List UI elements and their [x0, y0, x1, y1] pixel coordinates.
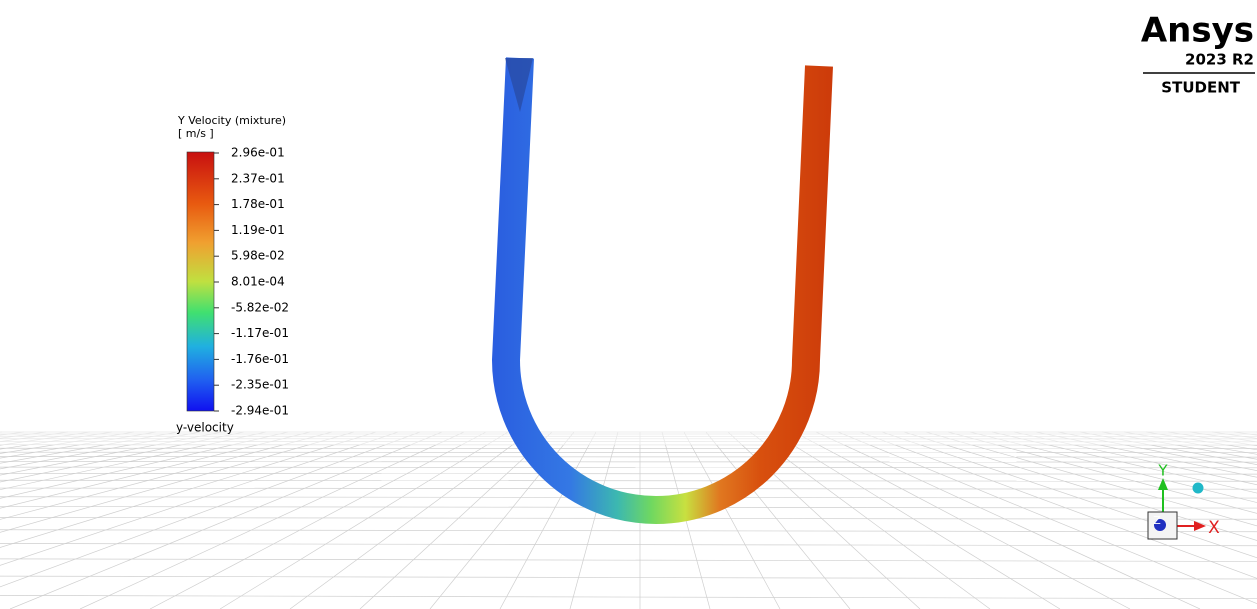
floor-line	[0, 431, 355, 533]
floor-fade	[0, 425, 1257, 445]
x-label: X	[1208, 518, 1220, 538]
legend-label: -2.94e-01	[231, 404, 289, 418]
legend-footer: y-velocity	[176, 421, 234, 435]
floor-line	[903, 431, 1257, 541]
floor-line	[947, 431, 1257, 514]
floor-line	[0, 575, 1257, 580]
floor-line	[771, 431, 1061, 609]
floor-line	[499, 431, 597, 609]
floor-line	[0, 431, 223, 476]
floor-line	[837, 431, 1257, 605]
floor-line	[79, 431, 465, 609]
floor-line	[0, 461, 1257, 463]
floor-line	[0, 431, 179, 464]
floor-line	[991, 431, 1257, 494]
logo-edition: STUDENT	[1161, 79, 1240, 97]
floor-line	[0, 431, 245, 483]
floor-line	[0, 431, 399, 566]
u-tube	[491, 57, 833, 524]
floor-line	[0, 479, 1257, 482]
legend-label: -5.82e-02	[231, 300, 289, 314]
light-marker	[1192, 482, 1204, 494]
legend-label: -1.76e-01	[231, 352, 289, 366]
floor-line	[0, 466, 1257, 469]
floor-line	[9, 431, 443, 609]
floor-grid	[0, 425, 1257, 609]
floor-line	[0, 487, 1257, 490]
axis-triad: Y X Z	[1147, 462, 1220, 540]
floor-line	[881, 431, 1257, 559]
inlet-patch	[505, 58, 533, 112]
floor-line	[0, 431, 157, 459]
legend-unit: [ m/s ]	[178, 127, 214, 140]
legend-label: -1.17e-01	[231, 326, 289, 340]
floor-line	[0, 529, 1257, 533]
floor-line	[569, 431, 619, 609]
floor-line	[0, 543, 1257, 547]
legend-labels: 2.96e-01 2.37e-01 1.78e-01 1.19e-01 5.98e-02…	[214, 146, 289, 418]
floor-line	[1057, 431, 1257, 471]
floor-line	[969, 431, 1257, 503]
floor-line	[289, 431, 531, 609]
floor-line	[0, 431, 377, 548]
legend-label: 8.01e-04	[231, 275, 285, 289]
floor-line	[0, 431, 289, 499]
floor-line	[815, 431, 1201, 609]
floor-line	[149, 431, 487, 609]
floor-line	[749, 431, 991, 609]
legend-title: Y Velocity (mixture)	[177, 114, 286, 127]
floor-line	[0, 472, 1257, 475]
x-arrow	[1194, 521, 1206, 531]
floor-line	[0, 595, 1257, 600]
color-bar	[186, 151, 215, 412]
floor-line	[0, 431, 421, 588]
floor-line	[1035, 431, 1257, 478]
floor-line	[1101, 431, 1257, 460]
floor-line	[0, 431, 267, 491]
floor-line	[0, 431, 3, 433]
legend-label: 5.98e-02	[231, 249, 285, 263]
floor-line	[0, 431, 91, 446]
floor-line	[859, 431, 1257, 579]
legend-label: -2.35e-01	[231, 378, 289, 392]
floor-line	[0, 431, 311, 509]
z-axis	[1154, 519, 1166, 531]
floor-line	[0, 431, 47, 439]
floor-line	[359, 431, 553, 609]
floor-line	[683, 431, 781, 609]
floor-line	[793, 431, 1131, 609]
y-arrow	[1158, 478, 1168, 490]
legend-label: 2.96e-01	[231, 146, 285, 160]
floor-line	[0, 431, 333, 520]
floor-line	[1079, 431, 1257, 465]
floor-line	[925, 431, 1257, 527]
z-label: Z	[1153, 514, 1161, 527]
legend-label: 1.78e-01	[231, 197, 285, 211]
floor-line	[705, 431, 851, 609]
logo-brand: Ansys	[1141, 11, 1254, 51]
floor-line	[1013, 431, 1257, 486]
y-label: Y	[1157, 462, 1168, 480]
floor-line	[0, 558, 1257, 562]
legend-label: 2.37e-01	[231, 171, 285, 185]
floor-line	[0, 431, 201, 470]
legend-label: 1.19e-01	[231, 223, 285, 237]
logo-version: 2023 R2	[1185, 51, 1254, 69]
floor-line	[219, 431, 509, 609]
